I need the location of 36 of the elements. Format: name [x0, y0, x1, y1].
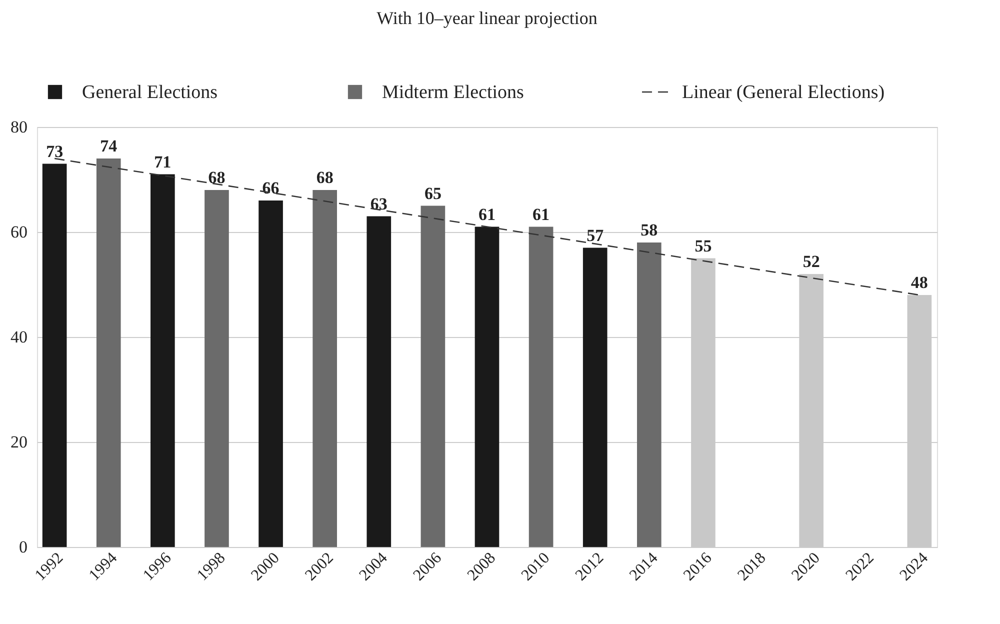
bar: [312, 190, 337, 547]
data-label: 68: [316, 168, 334, 187]
bar: [582, 248, 608, 547]
data-label: 55: [694, 236, 712, 256]
legend-label: General Elections: [82, 82, 218, 103]
bar: [366, 216, 392, 547]
bar: [474, 226, 500, 547]
chart-title: With 10–year linear projection: [376, 8, 598, 28]
bar: [204, 190, 229, 547]
data-label: 57: [586, 226, 604, 245]
data-label: 48: [910, 273, 928, 292]
bar: [258, 200, 283, 547]
legend-label: Linear (General Elections): [682, 82, 885, 103]
data-label: 66: [262, 178, 280, 198]
data-label: 68: [208, 168, 226, 187]
y-tick-label: 40: [10, 328, 28, 346]
data-label: 73: [46, 142, 64, 161]
bar: [637, 242, 662, 547]
bar: [528, 226, 554, 547]
data-label: 61: [532, 204, 550, 224]
bar: [150, 174, 175, 547]
data-label: 58: [640, 220, 658, 240]
data-label: 71: [154, 152, 172, 172]
bar: [42, 164, 67, 547]
data-label: 61: [478, 204, 496, 224]
data-label: 74: [100, 136, 118, 156]
y-tick-label: 80: [10, 118, 28, 136]
y-tick-label: 0: [19, 538, 28, 556]
bar: [420, 206, 446, 547]
data-label: 52: [802, 252, 820, 271]
data-label: 63: [370, 194, 388, 214]
data-label: 65: [424, 184, 442, 203]
bar: [96, 158, 121, 547]
y-tick-label: 60: [10, 222, 28, 242]
y-tick-label: 20: [10, 432, 28, 452]
legend-label: Midterm Elections: [382, 82, 524, 103]
